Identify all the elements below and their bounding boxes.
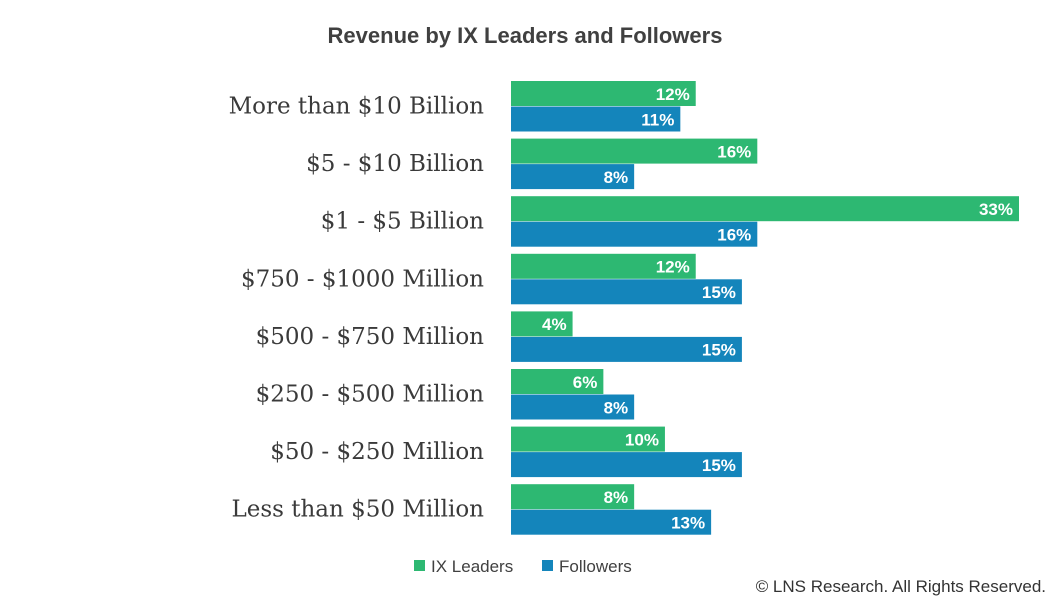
data-label: 33% [979,200,1013,219]
plot-area: More than $10 Billion 12% 11% $5 - $10 Bill… [229,81,1019,535]
data-label: 12% [656,258,690,277]
bar-followers [511,221,758,247]
data-label: 16% [717,225,751,244]
legend-swatch [542,560,553,571]
data-label: 15% [702,341,736,360]
bar-ix-leaders [511,81,696,106]
bar-ix-leaders [511,426,665,452]
bar-followers [511,106,681,132]
legend-swatch [414,560,425,571]
data-label: 6% [573,373,598,392]
legend: IX Leaders Followers [414,557,632,576]
legend-label: Followers [559,557,632,576]
bar-ix-leaders [511,253,696,279]
data-label: 8% [604,398,629,417]
bar-followers [511,336,742,362]
bar-ix-leaders [511,138,758,164]
bar-followers [511,509,712,535]
category-label: More than $10 Billion [229,94,485,120]
bar-ix-leaders [511,196,1019,222]
legend-label: IX Leaders [431,557,513,576]
data-label: 11% [641,110,674,129]
bar-ix-leaders [511,369,604,394]
data-label: 13% [671,513,705,532]
bar-followers [511,164,635,190]
category-label: $5 - $10 Billion [306,151,484,177]
category-label: $750 - $1000 Million [241,266,484,292]
copyright-notice: © LNS Research. All Rights Reserved. [756,577,1046,596]
data-label: 12% [656,85,690,104]
data-label: 4% [542,315,567,334]
data-label: 10% [625,430,659,449]
bar-followers [511,452,742,478]
data-label: 8% [604,488,629,507]
category-label: $1 - $5 Billion [321,209,484,235]
data-label: 8% [604,168,629,187]
category-label: $250 - $500 Million [256,382,485,408]
category-label: $50 - $250 Million [270,439,484,465]
bar-ix-leaders [511,311,573,337]
data-label: 15% [702,283,736,302]
chart-title: Revenue by IX Leaders and Followers [328,23,723,48]
data-label: 16% [717,142,751,161]
category-label: $500 - $750 Million [256,324,485,350]
category-label: Less than $50 Million [231,497,484,523]
bar-ix-leaders [511,484,635,510]
bar-followers [511,279,742,305]
bar-followers [511,394,635,420]
data-label: 15% [702,456,736,475]
